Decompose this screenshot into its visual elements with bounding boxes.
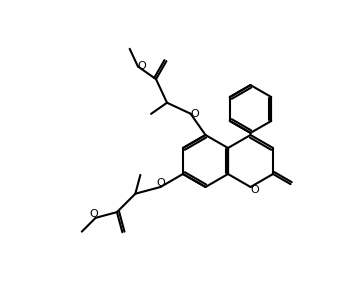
- Text: O: O: [156, 178, 165, 188]
- Text: O: O: [190, 109, 199, 119]
- Text: O: O: [137, 62, 146, 72]
- Text: O: O: [89, 209, 98, 219]
- Text: O: O: [250, 185, 259, 195]
